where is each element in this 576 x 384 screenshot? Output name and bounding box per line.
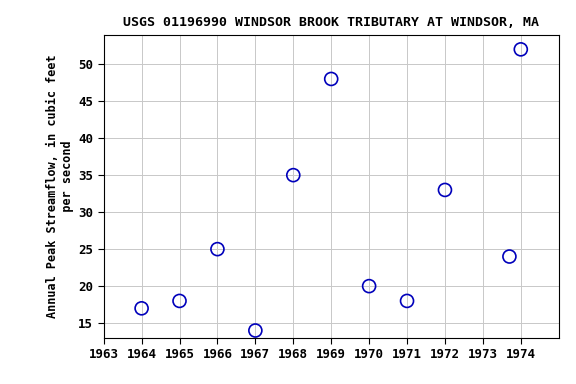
- Title: USGS 01196990 WINDSOR BROOK TRIBUTARY AT WINDSOR, MA: USGS 01196990 WINDSOR BROOK TRIBUTARY AT…: [123, 16, 539, 29]
- Point: [137, 305, 146, 311]
- Point: [516, 46, 525, 53]
- Point: [327, 76, 336, 82]
- Y-axis label: Annual Peak Streamflow, in cubic feet
   per second: Annual Peak Streamflow, in cubic feet pe…: [46, 55, 74, 318]
- Point: [441, 187, 450, 193]
- Point: [365, 283, 374, 289]
- Point: [251, 328, 260, 334]
- Point: [175, 298, 184, 304]
- Point: [213, 246, 222, 252]
- Point: [289, 172, 298, 178]
- Point: [505, 253, 514, 260]
- Point: [403, 298, 412, 304]
